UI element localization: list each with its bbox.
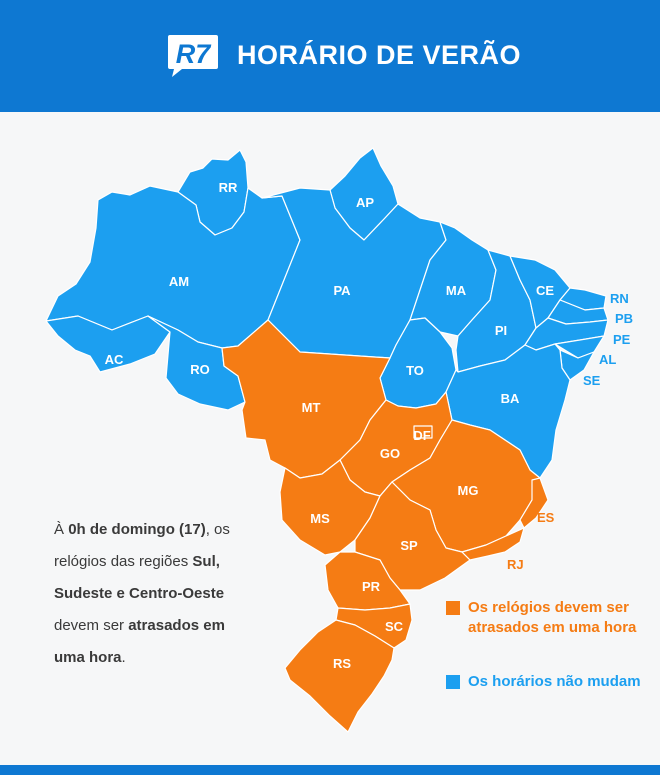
label-sc: SC bbox=[385, 619, 404, 634]
label-pi: PI bbox=[495, 323, 507, 338]
legend-swatch-orange bbox=[446, 601, 460, 615]
label-rs: RS bbox=[333, 656, 351, 671]
label-df: DF bbox=[413, 428, 430, 443]
note-text-1: À bbox=[54, 521, 69, 538]
state-ac bbox=[45, 315, 171, 373]
label-es: ES bbox=[537, 510, 555, 525]
state-df bbox=[413, 425, 433, 439]
label-pe: PE bbox=[613, 332, 631, 347]
legend-swatch-blue bbox=[446, 675, 460, 689]
state-rs bbox=[284, 619, 395, 733]
logo-text: R7 bbox=[176, 39, 212, 69]
label-am: AM bbox=[169, 274, 189, 289]
label-al: AL bbox=[599, 352, 616, 367]
label-se: SE bbox=[583, 373, 601, 388]
label-pa: PA bbox=[333, 283, 351, 298]
label-rn: RN bbox=[610, 291, 629, 306]
legend-label-atrasados: Os relógios devem ser atrasados em uma h… bbox=[468, 599, 637, 636]
label-sp: SP bbox=[400, 538, 418, 553]
page-title: HORÁRIO DE VERÃO bbox=[237, 40, 522, 70]
label-ma: MA bbox=[446, 283, 467, 298]
label-pr: PR bbox=[362, 579, 381, 594]
label-to: TO bbox=[406, 363, 424, 378]
state-rj bbox=[461, 527, 525, 561]
label-ce: CE bbox=[536, 283, 554, 298]
label-ap: AP bbox=[356, 195, 374, 210]
state-sp bbox=[354, 481, 471, 591]
state-es bbox=[519, 477, 549, 529]
label-rr: RR bbox=[219, 180, 238, 195]
note-text-3: devem ser bbox=[54, 617, 129, 634]
note-bold-2: Sul, Sudeste e Centro-Oeste bbox=[54, 553, 225, 602]
header-bar: R7 HORÁRIO DE VERÃO bbox=[0, 0, 660, 112]
info-note: À 0h de domingo (17), os relógios das re… bbox=[54, 514, 254, 674]
label-go: GO bbox=[380, 446, 400, 461]
footer-bar bbox=[0, 765, 660, 775]
label-pb: PB bbox=[615, 311, 633, 326]
legend-label-nao-mudam: Os horários não mudam bbox=[468, 673, 641, 690]
label-ac: AC bbox=[105, 352, 124, 367]
note-bold-3: atrasados em uma hora bbox=[54, 617, 225, 666]
label-mg: MG bbox=[458, 483, 479, 498]
note-text-4: . bbox=[121, 649, 126, 666]
label-ro: RO bbox=[190, 362, 210, 377]
label-ms: MS bbox=[310, 511, 330, 526]
brazil-map: RR AP AM PA MA CE PI AC RO TO BA MT DF G… bbox=[45, 147, 633, 733]
label-ba: BA bbox=[501, 391, 520, 406]
label-rj: RJ bbox=[507, 557, 524, 572]
note-text-2: , os relógios das regiões bbox=[54, 521, 230, 570]
r7-logo-icon: R7 bbox=[168, 35, 218, 77]
label-mt: MT bbox=[302, 400, 321, 415]
note-bold-1: 0h de domingo (17) bbox=[68, 521, 206, 538]
